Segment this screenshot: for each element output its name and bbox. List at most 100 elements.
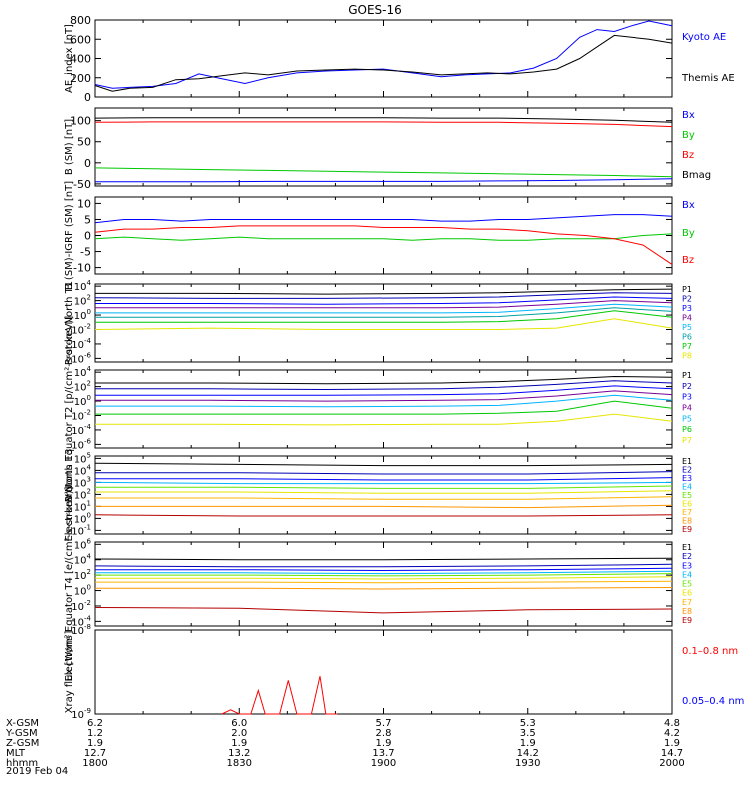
series-line-p2 (95, 380, 673, 391)
y-tick-exponent: -2 (84, 409, 91, 417)
orbit-value: 6.0 (231, 718, 247, 729)
orbit-value: 2.8 (376, 728, 392, 739)
orbit-value: 13.2 (228, 748, 250, 759)
y-tick-label: 0 (84, 91, 91, 104)
y-tick-label: 0 (84, 157, 91, 170)
y-tick-label: 10-2 (71, 599, 91, 613)
orbit-value: 12.7 (84, 748, 106, 759)
orbit-value: 14.2 (517, 748, 539, 759)
legend-label: P1 (682, 285, 692, 294)
y-tick-exponent: 3 (87, 475, 91, 483)
orbit-value: 1900 (371, 758, 396, 769)
y-tick-label: 50 (77, 136, 91, 149)
y-tick-base: 10 (71, 617, 84, 628)
legend-label: E8 (682, 607, 692, 616)
panel-frame (94, 19, 673, 98)
series-line-e4 (95, 570, 673, 575)
legend-label: P8 (682, 352, 692, 361)
y-tick-base: 10 (74, 478, 87, 489)
series-line-e6 (95, 490, 673, 494)
legend-label: E5 (682, 491, 692, 500)
orbit-value: 1.9 (231, 738, 247, 749)
series-line-p6 (95, 307, 673, 318)
y-tick-exponent: -4 (84, 423, 92, 431)
legend-label: Themis AE (681, 73, 735, 84)
legend-label: E9 (682, 616, 692, 625)
series-line-0-1-0-8-nm (221, 676, 338, 715)
y-tick-base: 10 (74, 490, 87, 501)
legend-label: Bz (682, 255, 694, 266)
legend-label: P3 (682, 304, 692, 313)
legend-label: 0.1–0.8 nm (682, 646, 738, 657)
y-tick-base: 10 (74, 311, 87, 322)
series-line-by (94, 233, 673, 241)
series-line-bz (94, 121, 673, 128)
legend-label: P5 (682, 414, 692, 423)
orbit-value: 1830 (227, 758, 252, 769)
series-line-p2 (94, 292, 673, 299)
y-tick-label: 100 (74, 308, 91, 322)
y-tick-label: 104 (74, 553, 92, 567)
y-axis-label: B (SM) [nT] (64, 119, 75, 175)
series-line-e2 (94, 563, 673, 568)
legend-label: P6 (682, 333, 692, 342)
series-line-e8 (95, 504, 673, 509)
y-tick-exponent: -4 (84, 337, 92, 345)
y-tick-label: 0 (84, 230, 91, 243)
legend-label: By (682, 130, 695, 141)
y-tick-label: 10-2 (71, 323, 91, 337)
y-tick-label: 800 (70, 14, 91, 27)
y-tick-label: 5 (84, 213, 91, 226)
legend-label: P4 (682, 314, 692, 323)
series-line-bx (95, 178, 673, 183)
y-tick-exponent: -6 (84, 437, 92, 445)
orbit-value: 5.3 (520, 718, 536, 729)
legend-label: E2 (682, 552, 692, 561)
legend-label: Bx (682, 200, 695, 211)
legend-label: E4 (682, 482, 692, 491)
series-line-p3 (95, 385, 673, 396)
y-tick-exponent: 0 (87, 308, 91, 316)
y-tick-base: 10 (71, 526, 84, 537)
legend-label: E1 (682, 543, 692, 552)
series-line-p1 (95, 288, 673, 295)
y-tick-exponent: -1 (84, 523, 91, 531)
orbit-value: 1.9 (87, 738, 103, 749)
y-tick-base: 10 (71, 710, 84, 721)
legend-label: P7 (682, 342, 692, 351)
y-axis-label: Protons North T1 (64, 281, 75, 365)
y-tick-base: 10 (71, 412, 84, 423)
series-line-p7 (95, 310, 673, 323)
y-tick-label: 104 (74, 463, 92, 477)
series-line-e9 (94, 607, 673, 614)
series-line-p6 (95, 400, 673, 415)
y-tick-base: 10 (74, 571, 87, 582)
y-tick-label: 100 (74, 394, 91, 408)
y-tick-exponent: -9 (84, 707, 91, 715)
y-tick-base: 10 (71, 426, 84, 437)
y-tick-base: 10 (71, 626, 84, 637)
series-line-p7 (95, 413, 673, 426)
series-line-e7 (95, 580, 673, 584)
y-tick-label: 100 (74, 511, 91, 525)
legend-label: E2 (682, 465, 692, 474)
y-tick-base: 10 (71, 602, 84, 613)
panel-frame (94, 629, 673, 715)
y-tick-label: -10 (73, 262, 91, 275)
legend-label: P3 (682, 393, 692, 402)
orbit-value: 3.5 (520, 728, 536, 739)
y-tick-label: 10-2 (71, 409, 91, 423)
y-tick-label: 10-4 (71, 423, 91, 437)
y-tick-base: 10 (74, 514, 87, 525)
series-line-e3 (95, 567, 673, 572)
y-tick-label: 10 (77, 197, 91, 210)
series-line-by (94, 167, 673, 178)
legend-label: E3 (682, 474, 692, 483)
orbit-row-label: MLT (6, 748, 26, 759)
y-tick-label: 101 (74, 499, 91, 513)
y-tick-exponent: 2 (87, 568, 91, 576)
y-axis-label: Electrons North T3 (64, 448, 75, 541)
legend-label: P5 (682, 323, 692, 332)
